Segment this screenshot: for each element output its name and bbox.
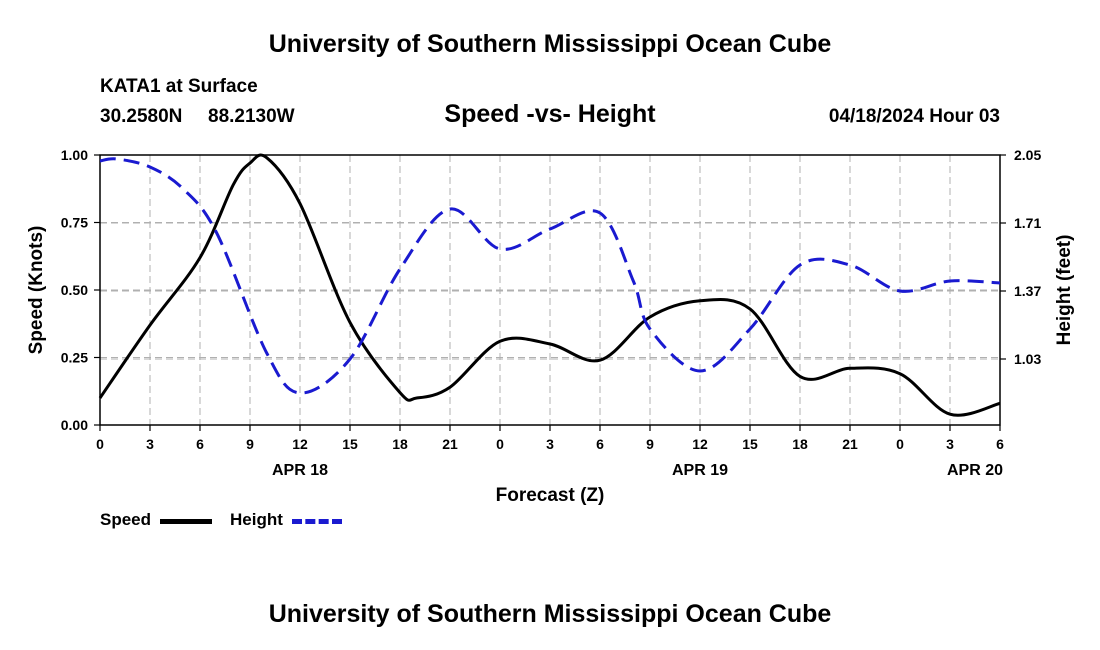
legend-height-label: Height — [230, 510, 283, 529]
y-tick-label: 1.00 — [61, 147, 88, 163]
station-label: KATA1 at Surface — [100, 76, 258, 97]
x-tick-label: 0 — [896, 436, 904, 452]
longitude-label: 88.2130W — [208, 106, 295, 127]
latitude-label: 30.2580N — [100, 106, 183, 127]
x-tick-label: 18 — [392, 436, 408, 452]
chart-title-bottom: University of Southern Mississippi Ocean… — [268, 600, 832, 628]
y-tick-label: 0.75 — [61, 215, 88, 231]
x-tick-label: 12 — [692, 436, 708, 452]
x-tick-label: 21 — [842, 436, 858, 452]
legend-speed-swatch — [160, 519, 212, 524]
x-tick-label: 6 — [596, 436, 604, 452]
x-date-label: APR 20 — [947, 462, 1003, 479]
series-layer — [98, 153, 1001, 417]
chart-subtitle: Speed -vs- Height — [444, 100, 656, 128]
forecast-datetime: 04/18/2024 Hour 03 — [828, 106, 1000, 127]
y2-tick-label: 1.37 — [1014, 283, 1041, 299]
y2-tick-label: 2.05 — [1014, 147, 1041, 163]
x-tick-label: 15 — [342, 436, 358, 452]
x-tick-label: 15 — [742, 436, 758, 452]
legend-speed-label: Speed — [100, 510, 152, 529]
x-tick-label: 3 — [546, 436, 554, 452]
speed-height-chart: 0 3 6 9 12 15 18 21 0 3 6 9 12 15 18 21 0 3 6 0.00 0.25 0.50 0… — [26, 147, 1075, 506]
grid — [99, 154, 1001, 426]
x-date-label: APR 18 — [272, 462, 328, 479]
x-date-label: APR 19 — [672, 462, 728, 479]
x-tick-label: 21 — [442, 436, 458, 452]
x-tick-label: 9 — [646, 436, 654, 452]
x-tick-label: 0 — [496, 436, 504, 452]
y-axis-label: Speed (Knots) — [26, 226, 47, 355]
speed-line — [98, 153, 1001, 417]
y2-tick-label: 1.71 — [1014, 215, 1041, 231]
x-tick-label: 3 — [946, 436, 954, 452]
y-tick-label: 0.50 — [61, 282, 88, 298]
chart-title-top: University of Southern Mississippi Ocean… — [268, 30, 832, 58]
y2-tick-label: 1.03 — [1014, 351, 1041, 367]
legend-height-swatch — [292, 519, 342, 524]
x-tick-label: 12 — [292, 436, 308, 452]
y-tick-label: 0.25 — [61, 350, 88, 366]
x-tick-label: 6 — [196, 436, 204, 452]
x-axis-label: Forecast (Z) — [496, 485, 605, 506]
x-tick-label: 6 — [996, 436, 1004, 452]
y2-axis-label: Height (feet) — [1054, 235, 1075, 346]
y-tick-label: 0.00 — [61, 417, 88, 433]
x-tick-label: 9 — [246, 436, 254, 452]
x-tick-label: 18 — [792, 436, 808, 452]
x-tick-label: 3 — [146, 436, 154, 452]
x-tick-label: 0 — [96, 436, 104, 452]
axes: 0 3 6 9 12 15 18 21 0 3 6 9 12 15 18 21 0 3 6 0.00 0.25 0.50 0… — [61, 147, 1042, 479]
height-line — [99, 157, 1001, 395]
